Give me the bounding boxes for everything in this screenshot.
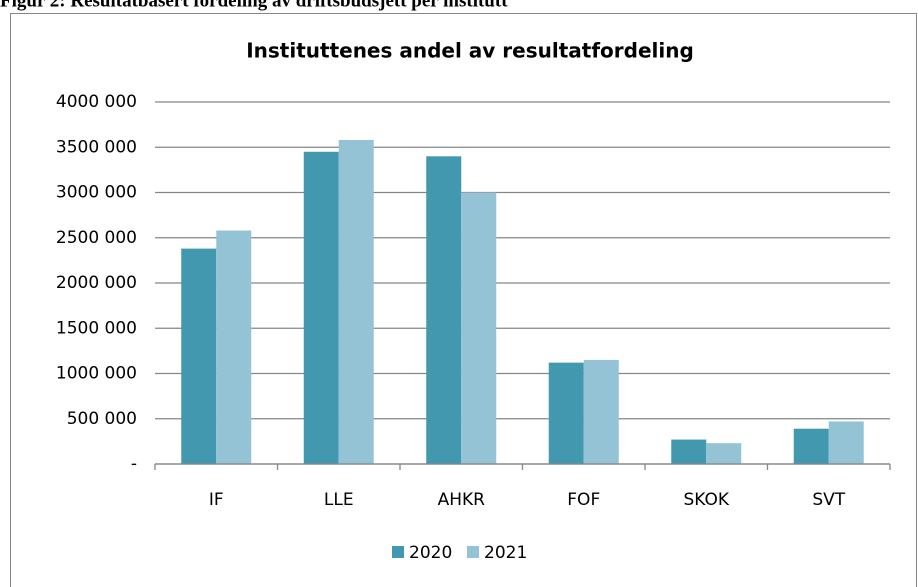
legend-label: 2020 — [409, 543, 452, 563]
x-tick-label: IF — [209, 490, 224, 510]
bar — [303, 151, 339, 464]
x-tick-label: FOF — [567, 490, 600, 510]
x-tick-label: SKOK — [683, 490, 729, 510]
bar — [828, 421, 864, 464]
y-tick-label: - — [131, 454, 137, 474]
y-tick-label: 500 000 — [67, 409, 137, 429]
chart-title: Instituttenes andel av resultatfordeling — [246, 39, 694, 63]
bar — [461, 192, 497, 464]
bar — [181, 248, 217, 464]
bar — [706, 443, 742, 464]
bar — [793, 428, 829, 464]
legend-swatch — [467, 546, 479, 558]
bar — [216, 230, 252, 464]
bar — [548, 362, 584, 464]
y-tick-label: 2000 000 — [56, 273, 137, 293]
y-tick-label: 3500 000 — [56, 137, 137, 157]
y-tick-label: 1500 000 — [56, 318, 137, 338]
legend-swatch — [392, 546, 404, 558]
bar — [671, 439, 707, 464]
y-tick-label: 1000 000 — [56, 364, 137, 384]
x-tick-label: SVT — [812, 490, 845, 510]
y-tick-label: 2500 000 — [56, 228, 137, 248]
bar — [338, 140, 374, 464]
bar — [583, 359, 619, 464]
bar — [426, 156, 462, 465]
x-tick-label: AHKR — [438, 490, 486, 510]
caption: Figur 2: Resultatbasert fordeling av dri… — [0, 0, 508, 11]
y-tick-label: 3000 000 — [56, 183, 137, 203]
legend-label: 2021 — [484, 543, 527, 563]
y-tick-label: 4000 000 — [56, 92, 137, 112]
x-tick-label: LLE — [324, 490, 354, 510]
